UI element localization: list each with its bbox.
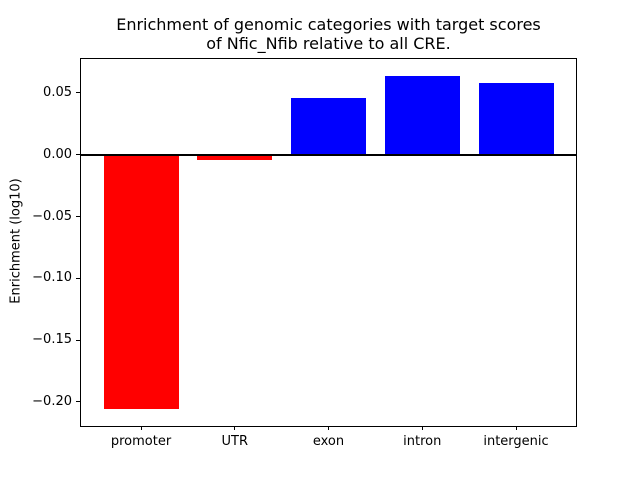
chart-title: Enrichment of genomic categories with ta… xyxy=(116,15,541,54)
y-tick xyxy=(76,339,80,341)
y-tick xyxy=(76,401,80,403)
bar-intergenic xyxy=(478,83,554,155)
y-tick-label: −0.20 xyxy=(32,393,72,409)
x-tick-intergenic xyxy=(515,426,517,430)
bar-exon xyxy=(291,97,366,155)
x-tick-label-intergenic: intergenic xyxy=(483,434,549,449)
y-tick-label: −0.05 xyxy=(32,208,72,224)
bar-promoter xyxy=(103,154,179,410)
x-tick-label-promoter: promoter xyxy=(110,434,172,449)
x-tick-intron xyxy=(421,426,423,430)
plot-area: promoter UTR exon intron intergenic 0.05 0.00 −… xyxy=(32,58,577,449)
y-tick xyxy=(76,154,80,156)
bar-intron xyxy=(384,75,460,155)
zero-line xyxy=(81,153,576,156)
bar-UTR xyxy=(197,154,273,160)
y-tick-label: −0.10 xyxy=(32,270,72,286)
y-tick-label: 0.00 xyxy=(43,146,72,162)
x-tick-label-exon: exon xyxy=(312,434,345,449)
y-tick xyxy=(76,277,80,279)
y-tick-label: 0.05 xyxy=(43,84,72,100)
x-tick-exon xyxy=(328,426,329,430)
x-tick-label-UTR: UTR xyxy=(221,434,249,449)
x-tick-label-intron: intron xyxy=(403,434,442,449)
x-tick-UTR xyxy=(234,426,236,430)
x-tick-promoter xyxy=(140,426,142,430)
y-tick-label: −0.15 xyxy=(32,332,72,348)
y-tick xyxy=(76,92,80,94)
y-tick xyxy=(76,216,80,218)
